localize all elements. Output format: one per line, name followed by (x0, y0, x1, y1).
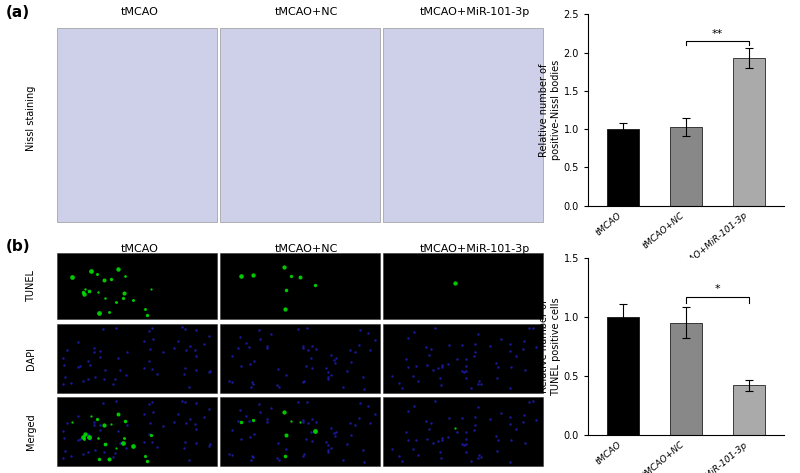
Y-axis label: Relative number of
positive-Nissl bodies: Relative number of positive-Nissl bodies (539, 60, 561, 160)
Text: tMCAO+MiR-101-3p: tMCAO+MiR-101-3p (420, 244, 530, 254)
Bar (734, 58, 765, 206)
Text: DAPI: DAPI (26, 347, 37, 370)
Text: tMCAO: tMCAO (122, 7, 159, 17)
Bar (220, 28, 380, 222)
Bar (58, 28, 218, 222)
Text: tMCAO+MiR-101-3p: tMCAO+MiR-101-3p (420, 7, 530, 17)
Bar (220, 397, 380, 466)
Text: *: * (715, 284, 721, 294)
Text: Nissl staining: Nissl staining (26, 86, 37, 151)
Bar (383, 397, 543, 466)
Text: Merged: Merged (26, 413, 37, 450)
Y-axis label: Relative number of
TUNEL positive cells: Relative number of TUNEL positive cells (539, 297, 561, 396)
Bar (607, 129, 638, 206)
Bar (383, 253, 543, 319)
Text: (b): (b) (6, 239, 30, 254)
Bar (58, 253, 218, 319)
Bar (734, 385, 765, 435)
Text: (a): (a) (6, 5, 30, 20)
Text: tMCAO: tMCAO (122, 244, 159, 254)
Bar (58, 324, 218, 393)
Bar (58, 397, 218, 466)
Text: TUNEL: TUNEL (26, 270, 37, 302)
Bar (670, 323, 702, 435)
Bar (220, 324, 380, 393)
Bar (670, 127, 702, 206)
Text: **: ** (712, 29, 723, 39)
Text: tMCAO+NC: tMCAO+NC (274, 244, 338, 254)
Text: tMCAO+NC: tMCAO+NC (274, 7, 338, 17)
Bar (220, 253, 380, 319)
Bar (383, 324, 543, 393)
Bar (383, 28, 543, 222)
Bar (607, 317, 638, 435)
